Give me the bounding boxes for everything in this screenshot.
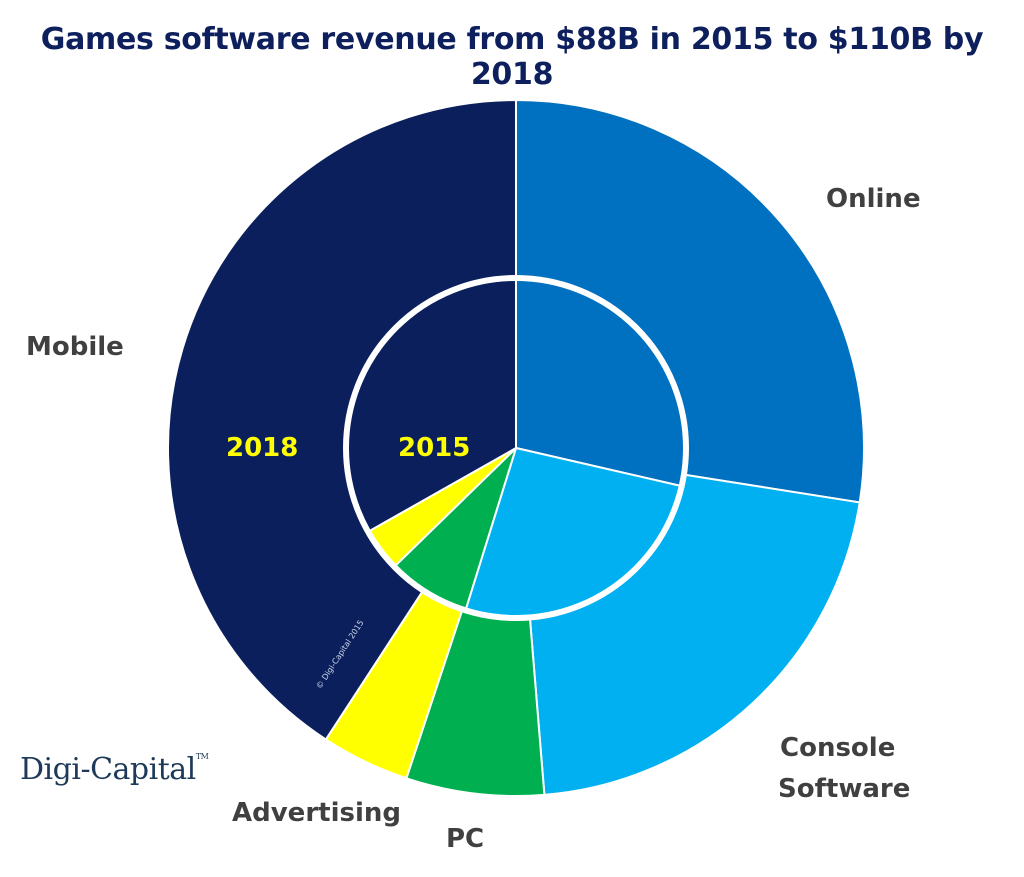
label-console-line2: Software [778,774,911,804]
label-pc: PC [446,824,485,854]
label-console-line1: Console [780,733,896,763]
label-mobile: Mobile [26,332,124,362]
chart-title: Games software revenue from $88B in 2015… [40,22,984,92]
digi-capital-logo: Digi-CapitalTM [20,752,209,787]
ring-separator [343,275,689,621]
trademark: TM [195,752,209,761]
label-year-2015: 2015 [398,433,471,463]
label-year-2018: 2018 [226,433,299,463]
label-online: Online [826,184,921,214]
label-advertising: Advertising [232,798,401,828]
logo-text: Digi-Capital [20,752,196,787]
